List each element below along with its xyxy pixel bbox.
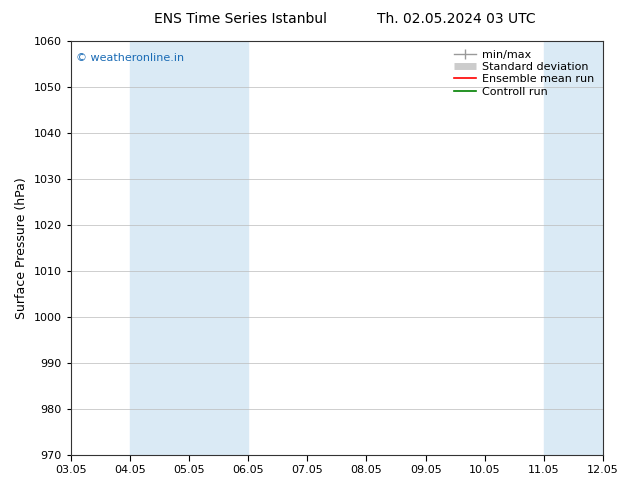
Legend: min/max, Standard deviation, Ensemble mean run, Controll run: min/max, Standard deviation, Ensemble me…	[451, 47, 598, 100]
Text: Th. 02.05.2024 03 UTC: Th. 02.05.2024 03 UTC	[377, 12, 536, 26]
Y-axis label: Surface Pressure (hPa): Surface Pressure (hPa)	[15, 177, 28, 318]
Bar	[130, 41, 189, 455]
Bar	[189, 41, 248, 455]
Bar	[544, 41, 603, 455]
Text: © weatheronline.in: © weatheronline.in	[76, 53, 184, 64]
Bar	[603, 41, 634, 455]
Text: ENS Time Series Istanbul: ENS Time Series Istanbul	[155, 12, 327, 26]
